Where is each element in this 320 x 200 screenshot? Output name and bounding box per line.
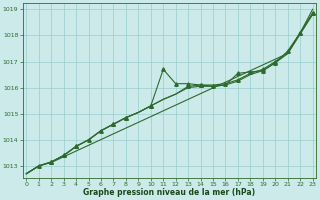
X-axis label: Graphe pression niveau de la mer (hPa): Graphe pression niveau de la mer (hPa) [84, 188, 256, 197]
